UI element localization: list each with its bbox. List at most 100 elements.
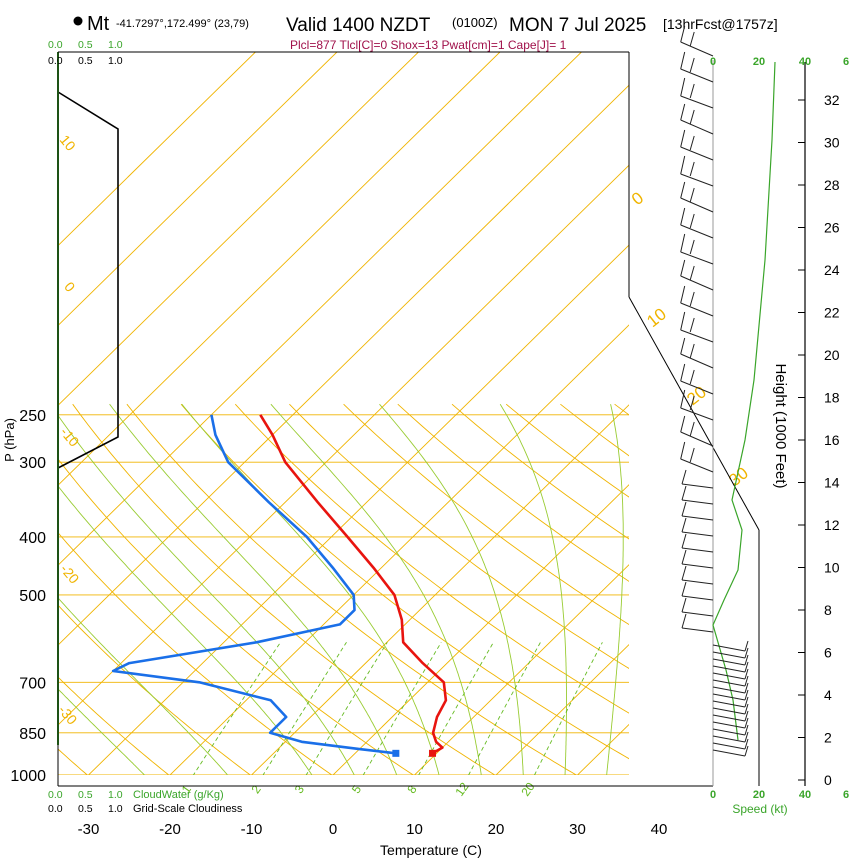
- wind-barb-staff: [681, 611, 714, 617]
- wind-barb-flag: [744, 668, 749, 680]
- wind-barb: [680, 337, 714, 369]
- mixing-ratio-20: [533, 642, 603, 775]
- wind-barb: [681, 613, 714, 633]
- wind-barb-staff: [681, 563, 714, 569]
- wind-barb: [681, 485, 714, 505]
- wind-barb-staff: [712, 700, 746, 708]
- wind-barb: [680, 155, 714, 187]
- wind-barb-staff: [681, 579, 714, 585]
- wind-barb-flag: [744, 682, 749, 694]
- wind-barb-flag: [681, 533, 687, 549]
- wind-barb-flag: [680, 155, 686, 175]
- wind-barb-staff: [712, 679, 746, 687]
- wind-barb-flag: [744, 703, 749, 715]
- station-coords: -41.7297°,172.499° (23,79): [116, 18, 249, 30]
- isotherm--100: [58, 52, 256, 247]
- wind-barb: [712, 703, 749, 715]
- pressure-label-850: 850: [19, 726, 46, 743]
- wind-barb-flag: [744, 689, 749, 701]
- wind-barb-staff: [680, 146, 714, 161]
- cloud-top-green-1: 1.0: [108, 39, 123, 51]
- wind-barb-flag: [689, 83, 695, 99]
- wind-barb-flag: [744, 675, 749, 687]
- wind-barb-staff: [712, 714, 746, 722]
- height-tick-6: 6: [824, 645, 832, 661]
- wind-barb-flag: [744, 647, 749, 659]
- wind-speed-profile: [712, 61, 776, 741]
- wind-barb-staff: [681, 627, 714, 633]
- wind-barb-staff: [680, 407, 714, 421]
- wind-barb: [680, 285, 714, 317]
- valid-date: MON 7 Jul 2025: [509, 15, 646, 36]
- wind-barb-staff: [712, 658, 746, 666]
- wind-barb: [680, 129, 714, 161]
- wind-barb: [712, 682, 749, 694]
- dry-adiabat-313: [180, 403, 629, 760]
- x-tick-0: 0: [329, 821, 337, 838]
- wind-barb: [712, 640, 749, 652]
- wind-barb-flag: [689, 395, 695, 411]
- wind-barb-staff: [680, 197, 714, 213]
- wind-barb: [712, 696, 749, 708]
- wind-barb: [680, 181, 714, 213]
- wind-barb-flag: [689, 31, 695, 47]
- wind-barb-flag: [681, 565, 687, 581]
- wind-barb: [680, 363, 714, 395]
- wind-barb-staff: [681, 531, 714, 537]
- dry-adiabat-343: [343, 403, 629, 626]
- height-tick-30: 30: [824, 135, 840, 151]
- wind-barb: [712, 689, 749, 701]
- isotherm--30: [87, 244, 629, 775]
- isotherm--90: [58, 52, 338, 327]
- wind-barb-flag: [689, 343, 695, 359]
- cloud-bottom-black-0: 0.0: [48, 803, 63, 815]
- wind-barb-staff: [712, 693, 746, 701]
- wind-barb-staff: [680, 68, 714, 83]
- moist-adiabat-1: [58, 597, 229, 775]
- wind-barb: [681, 501, 714, 521]
- wind-barb-staff: [681, 483, 714, 489]
- wind-barb-flag: [689, 135, 695, 151]
- wind-barb-staff: [680, 329, 714, 343]
- wind-barb: [681, 565, 714, 585]
- temperature-profile-surface-marker: [429, 749, 437, 757]
- wind-barb-flag: [744, 745, 749, 757]
- wind-barb: [680, 259, 714, 291]
- dry-adiabat-263: [58, 604, 252, 775]
- wind-barb-staff: [712, 749, 746, 757]
- utc-time: (0100Z): [452, 15, 498, 30]
- dry-adiabat-273: [58, 532, 333, 775]
- wind-barb-staff: [712, 672, 746, 680]
- wind-barb: [712, 717, 749, 729]
- isotherm--50: [58, 84, 629, 646]
- wind-barb-flag: [689, 447, 695, 463]
- wind-barb-flag: [689, 317, 695, 333]
- wind-barb-flag: [681, 597, 687, 613]
- wind-barb-flag: [689, 265, 695, 281]
- cloud-top-black-05: 0.5: [78, 55, 93, 67]
- wind-barb-staff: [712, 728, 746, 736]
- dewpoint-profile-surface-marker: [392, 749, 400, 757]
- wind-barb-flag: [680, 363, 686, 382]
- wind-barb: [681, 517, 714, 537]
- height-axis-label: Height (1000 Feet): [772, 363, 789, 488]
- cloud-top-green-05: 0.5: [78, 39, 93, 51]
- wind-barb-flag: [689, 57, 695, 73]
- wind-barb-flag: [689, 291, 695, 307]
- mixing-ratio-3: [305, 642, 388, 775]
- height-tick-22: 22: [824, 305, 840, 321]
- wind-barb-flag: [689, 421, 695, 437]
- wind-barb: [681, 469, 714, 489]
- wind-barb: [712, 738, 749, 750]
- dry-adiabat-303: [126, 403, 578, 775]
- wind-barb-flag: [744, 654, 749, 666]
- cloud-bottom-green-05: 0.5: [78, 789, 93, 801]
- wind-barb-flag: [680, 415, 686, 433]
- wind-barb-flag: [680, 311, 686, 331]
- wind-barb: [712, 661, 749, 673]
- moist-adiabat-7: [379, 403, 524, 775]
- pressure-label-250: 250: [19, 408, 46, 425]
- wind-barb-flag: [681, 517, 687, 533]
- wind-barb-staff: [681, 499, 714, 505]
- wind-barb-flag: [689, 213, 695, 229]
